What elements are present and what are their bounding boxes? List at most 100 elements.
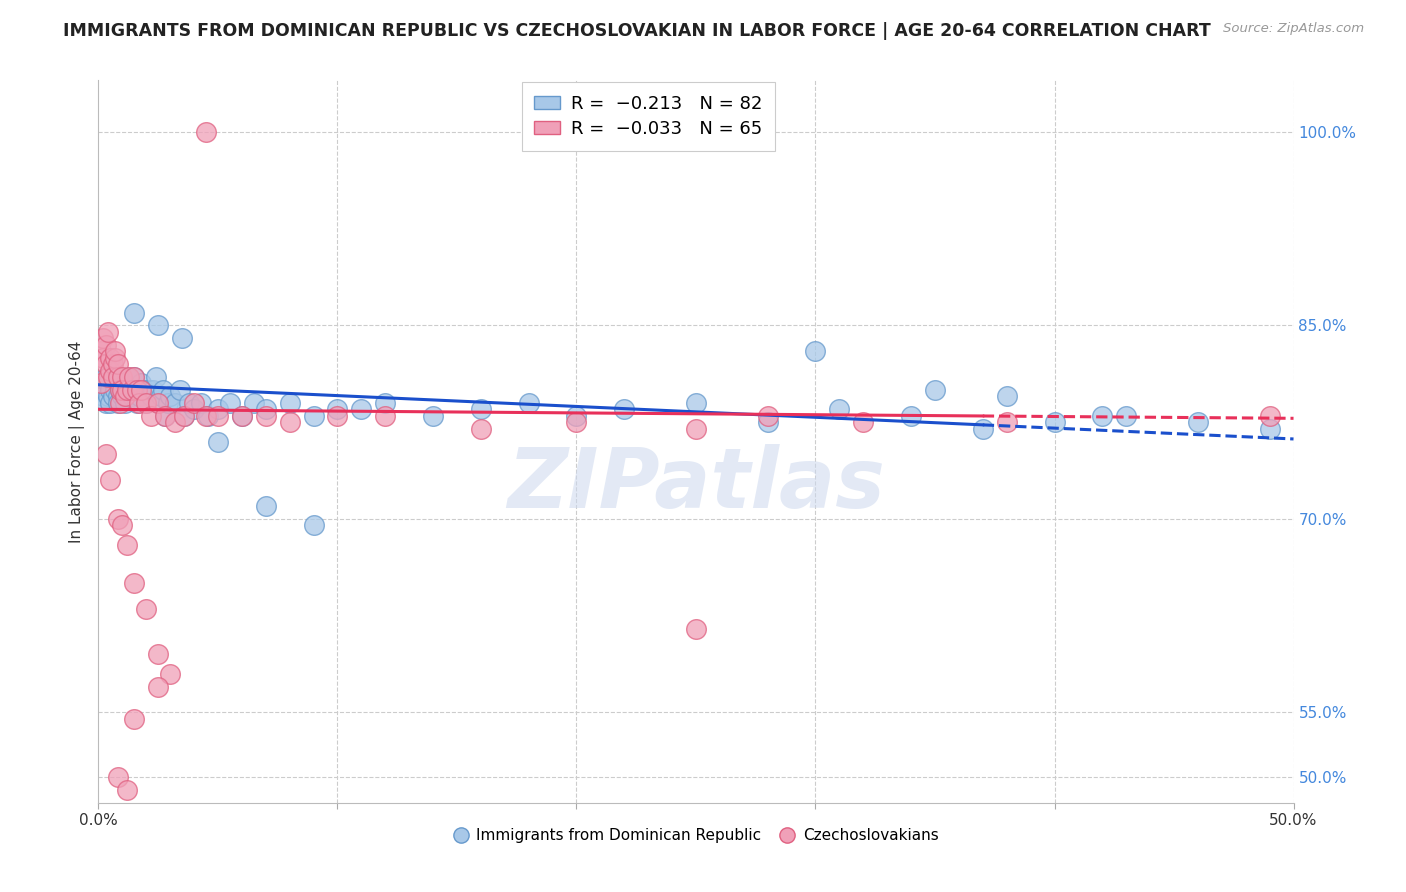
Point xyxy=(197,409,219,423)
Point xyxy=(685,396,707,410)
Point xyxy=(685,422,707,436)
Point xyxy=(98,351,122,365)
Point xyxy=(98,363,122,377)
Point xyxy=(1043,415,1066,429)
Point xyxy=(97,389,120,403)
Point xyxy=(207,409,229,423)
Point xyxy=(326,409,349,423)
Point xyxy=(152,383,174,397)
Point xyxy=(128,396,150,410)
Point xyxy=(135,396,157,410)
Point xyxy=(139,389,162,403)
Point xyxy=(98,383,122,397)
Point xyxy=(124,370,146,384)
Text: Source: ZipAtlas.com: Source: ZipAtlas.com xyxy=(1223,22,1364,36)
Point xyxy=(1187,415,1209,429)
Point xyxy=(107,389,129,403)
Point xyxy=(207,434,229,449)
Point xyxy=(302,409,325,423)
Point xyxy=(145,370,167,384)
Point xyxy=(148,648,170,662)
Point xyxy=(422,409,444,423)
Point xyxy=(173,409,195,423)
Point xyxy=(163,415,186,429)
Point xyxy=(98,473,122,487)
Point xyxy=(101,370,124,384)
Point xyxy=(91,351,114,365)
Point xyxy=(115,538,138,552)
Point xyxy=(756,409,779,423)
Y-axis label: In Labor Force | Age 20-64: In Labor Force | Age 20-64 xyxy=(69,341,86,542)
Point xyxy=(183,396,205,410)
Point xyxy=(195,409,218,423)
Point xyxy=(254,409,277,423)
Point xyxy=(107,357,129,371)
Point xyxy=(98,396,122,410)
Point xyxy=(470,402,492,417)
Point xyxy=(219,396,242,410)
Point xyxy=(104,383,127,397)
Point xyxy=(173,409,195,423)
Point xyxy=(104,370,127,384)
Point xyxy=(613,402,636,417)
Point xyxy=(108,376,131,391)
Point xyxy=(90,376,112,391)
Point xyxy=(121,389,143,403)
Point xyxy=(565,415,588,429)
Point xyxy=(159,808,181,822)
Point xyxy=(124,305,146,319)
Point xyxy=(517,396,540,410)
Point xyxy=(169,383,191,397)
Point xyxy=(111,370,134,384)
Point xyxy=(128,389,150,403)
Text: IMMIGRANTS FROM DOMINICAN REPUBLIC VS CZECHOSLOVAKIAN IN LABOR FORCE | AGE 20-64: IMMIGRANTS FROM DOMINICAN REPUBLIC VS CZ… xyxy=(63,22,1211,40)
Point xyxy=(101,389,124,403)
Point xyxy=(125,396,148,410)
Point xyxy=(115,370,138,384)
Point xyxy=(90,344,112,359)
Point xyxy=(159,666,181,681)
Text: ZIPatlas: ZIPatlas xyxy=(508,444,884,525)
Point xyxy=(148,396,170,410)
Point xyxy=(155,409,177,423)
Point xyxy=(350,402,373,417)
Legend: Immigrants from Dominican Republic, Czechoslovakians: Immigrants from Dominican Republic, Czec… xyxy=(447,822,945,849)
Point xyxy=(278,415,301,429)
Point xyxy=(104,351,127,365)
Point xyxy=(94,447,117,461)
Point xyxy=(101,370,124,384)
Point xyxy=(900,409,922,423)
Point xyxy=(138,383,160,397)
Point xyxy=(121,383,143,397)
Point xyxy=(108,383,131,397)
Point xyxy=(155,409,177,423)
Point xyxy=(148,318,170,333)
Point xyxy=(107,396,129,410)
Point xyxy=(374,396,396,410)
Point xyxy=(972,422,994,436)
Point xyxy=(91,331,114,345)
Point xyxy=(94,396,117,410)
Point xyxy=(1258,422,1281,436)
Point xyxy=(190,396,212,410)
Point xyxy=(131,383,153,397)
Point xyxy=(111,383,134,397)
Point xyxy=(302,518,325,533)
Point xyxy=(97,325,120,339)
Point xyxy=(149,389,172,403)
Point xyxy=(254,402,277,417)
Point xyxy=(91,389,114,403)
Point xyxy=(107,370,129,384)
Point xyxy=(124,576,146,591)
Point xyxy=(97,370,120,384)
Point xyxy=(90,383,112,397)
Point xyxy=(107,770,129,784)
Point xyxy=(804,344,827,359)
Point xyxy=(995,389,1018,403)
Point xyxy=(115,383,138,397)
Point xyxy=(243,396,266,410)
Point xyxy=(172,331,194,345)
Point xyxy=(135,602,157,616)
Point xyxy=(115,783,138,797)
Point xyxy=(124,370,146,384)
